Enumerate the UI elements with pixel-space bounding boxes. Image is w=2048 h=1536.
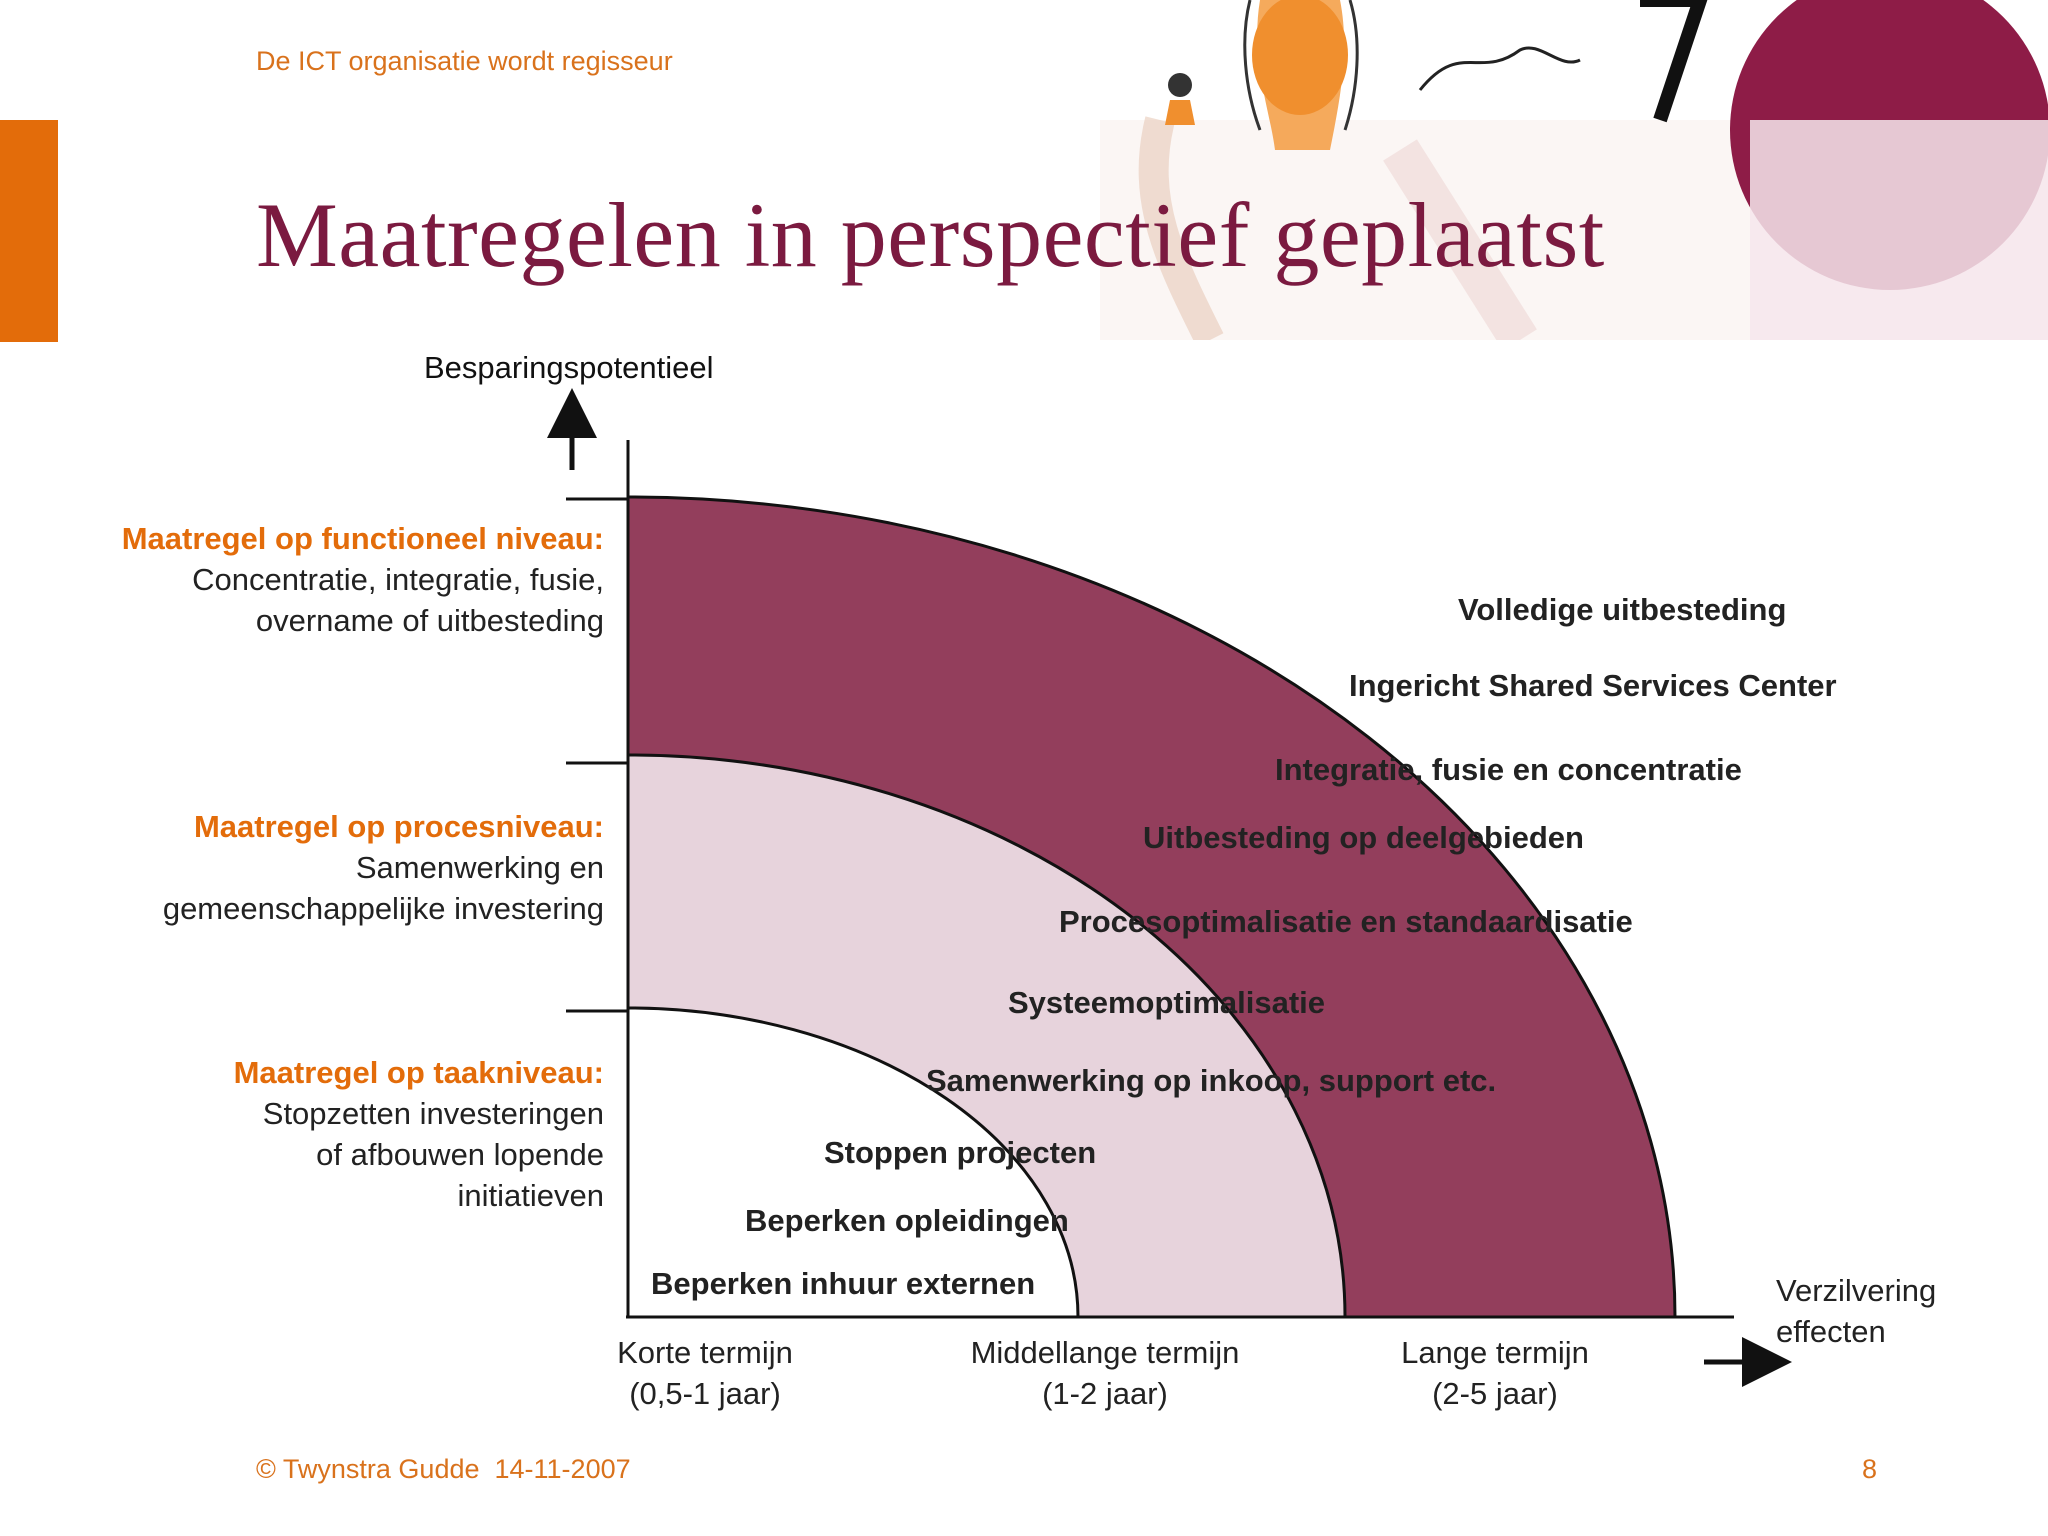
x-label-line: Lange termijn [1401, 1335, 1589, 1370]
x-label-line: Korte termijn [617, 1335, 793, 1370]
measure-label: Stoppen projecten [824, 1135, 1097, 1170]
measure-label: Beperken inhuur externen [651, 1266, 1036, 1301]
level-functional-heading: Maatregel op functioneel niveau: [121, 521, 604, 556]
side-accent-bar [0, 120, 58, 342]
x-label-short-term: Korte termijn (0,5-1 jaar) [560, 1332, 850, 1414]
x-label-long-term: Lange termijn (2-5 jaar) [1355, 1332, 1635, 1414]
level-process-line: Samenwerking en [355, 850, 604, 885]
footer-copyright: © Twynstra Gudde 14-11-2007 [256, 1454, 631, 1484]
x-label-medium-term: Middellange termijn (1-2 jaar) [930, 1332, 1280, 1414]
level-functional-line: overname of uitbesteding [255, 603, 604, 638]
measure-label: Procesoptimalisatie en standaardisatie [1059, 904, 1633, 939]
slide-title: Maatregelen in perspectief geplaatst [256, 184, 1605, 286]
level-process-line: gemeenschappelijke investering [162, 891, 604, 926]
level-task-line: Stopzetten investeringen [262, 1096, 604, 1131]
level-process: Maatregel op procesniveau: Samenwerking … [40, 806, 604, 929]
measure-label: Uitbesteding op deelgebieden [1143, 820, 1584, 855]
measure-label: Samenwerking op inkoop, support etc. [926, 1063, 1497, 1098]
measure-label: Systeemoptimalisatie [1008, 985, 1326, 1020]
y-axis-title: Besparingspotentieel [424, 350, 714, 385]
x-axis-title-line: effecten [1776, 1314, 1886, 1349]
inner-band [626, 1006, 1080, 1319]
x-label-line: (2-5 jaar) [1432, 1376, 1558, 1411]
presentation-subtitle: De ICT organisatie wordt regisseur [256, 46, 673, 76]
level-task-line: of afbouwen lopende [316, 1137, 604, 1172]
level-functional: Maatregel op functioneel niveau: Concent… [40, 518, 604, 641]
level-task-heading: Maatregel op taakniveau: [233, 1055, 604, 1090]
level-functional-line: Concentratie, integratie, fusie, [192, 562, 604, 597]
x-axis-title-line: Verzilvering [1776, 1273, 1937, 1308]
page-number: 8 [1862, 1454, 1878, 1484]
header-illustration [1100, 0, 2048, 340]
measure-label: Ingericht Shared Services Center [1349, 668, 1837, 703]
x-label-line: (1-2 jaar) [1042, 1376, 1168, 1411]
x-label-line: (0,5-1 jaar) [629, 1376, 781, 1411]
x-axis-title: Verzilvering effecten [1776, 1270, 1936, 1352]
measure-label: Integratie, fusie en concentratie [1275, 752, 1742, 787]
level-task: Maatregel op taakniveau: Stopzetten inve… [40, 1052, 604, 1216]
x-label-line: Middellange termijn [970, 1335, 1240, 1370]
level-process-heading: Maatregel op procesniveau: [193, 809, 604, 844]
measure-label: Volledige uitbesteding [1458, 592, 1787, 627]
measure-label: Beperken opleidingen [745, 1203, 1069, 1238]
level-task-line: initiatieven [457, 1178, 604, 1213]
